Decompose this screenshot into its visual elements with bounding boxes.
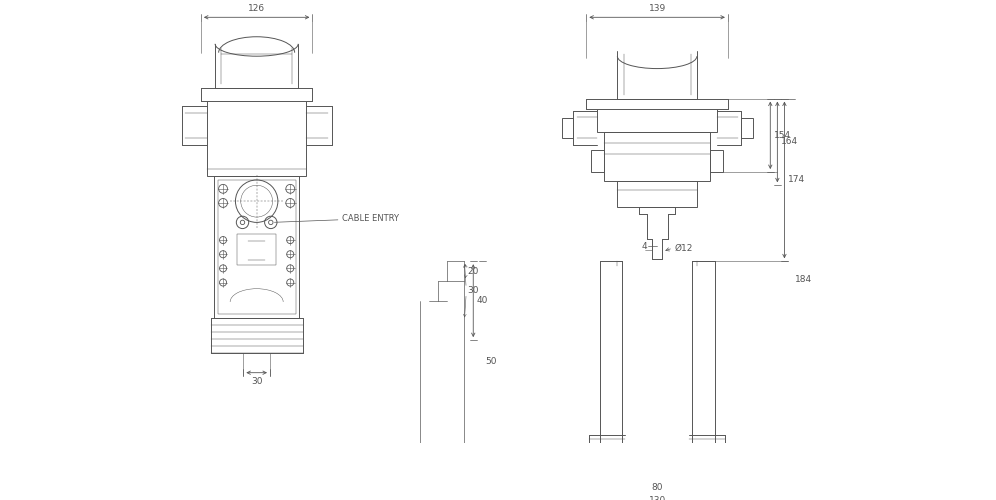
Text: 139: 139 [648, 4, 665, 13]
Text: Ø12: Ø12 [675, 244, 693, 252]
Bar [618, 181, 697, 208]
Text: 126: 126 [248, 4, 265, 13]
Bar [591, 150, 605, 172]
Bar [597, 109, 717, 132]
Text: CABLE ENTRY: CABLE ENTRY [343, 214, 399, 224]
Text: 154: 154 [774, 131, 791, 140]
Bar [214, 176, 299, 318]
Text: 50: 50 [486, 356, 497, 366]
Text: 30: 30 [467, 286, 478, 296]
Text: 40: 40 [477, 296, 488, 305]
Bar [562, 118, 573, 138]
Bar [605, 132, 710, 181]
Bar [218, 180, 296, 314]
Bar [207, 102, 306, 176]
Text: 164: 164 [781, 138, 798, 146]
Text: 184: 184 [795, 276, 812, 284]
Bar [237, 234, 276, 265]
Bar [741, 118, 753, 138]
Text: 174: 174 [788, 176, 805, 184]
Text: 80: 80 [651, 483, 663, 492]
Text: 130: 130 [648, 496, 665, 500]
Text: 30: 30 [251, 377, 262, 386]
Text: 20: 20 [467, 266, 478, 276]
Bar [710, 150, 723, 172]
Text: 4: 4 [642, 242, 647, 251]
